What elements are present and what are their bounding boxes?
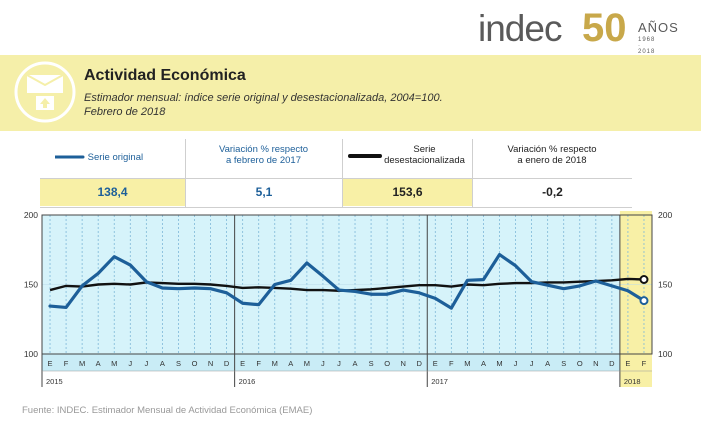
x-tick-label: M xyxy=(79,359,85,368)
x-tick-label: J xyxy=(321,359,325,368)
x-tick-label: O xyxy=(384,359,390,368)
x-tick-label: E xyxy=(240,359,245,368)
plot-frame xyxy=(41,214,653,355)
x-tick-label: M xyxy=(464,359,470,368)
y-tick-label-left: 150 xyxy=(24,280,38,290)
x-tick-label: M xyxy=(496,359,502,368)
activity-chart: 100 100 150 150 200 200 E F M A M J J A S O N D E F M A M J J A S O… xyxy=(24,211,672,387)
var-jan-value: -0,2 xyxy=(542,185,563,199)
month-band xyxy=(42,354,652,371)
x-tick-label: N xyxy=(593,359,598,368)
var-feb-header: Variación % respecto a febrero de 2017 xyxy=(185,144,342,166)
x-tick-label: J xyxy=(144,359,148,368)
var-jan-header: Variación % respecto a enero de 2018 xyxy=(472,144,632,166)
y-tick-label-right: 200 xyxy=(658,211,672,220)
x-tick-label: A xyxy=(160,359,165,368)
x-tick-label: A xyxy=(288,359,293,368)
logo-years: 1968 · 2018 xyxy=(638,37,656,55)
stats-panel: Serie original Variación % respecto a fe… xyxy=(0,135,701,211)
source-note: Fuente: INDEC. Estimador Mensual de Acti… xyxy=(22,405,313,416)
x-tick-label: D xyxy=(224,359,230,368)
x-tick-label: M xyxy=(111,359,117,368)
stats-divider-top xyxy=(40,178,632,179)
original-value: 138,4 xyxy=(40,179,185,206)
last-point-original xyxy=(639,296,649,306)
legend-original: Serie original xyxy=(53,152,185,163)
x-tick-label: N xyxy=(208,359,213,368)
legend-deseason-label-1: Serie xyxy=(413,144,436,155)
y-tick-label-left: 100 xyxy=(24,349,38,359)
stats-sep-3 xyxy=(472,139,473,207)
x-tick-label: M xyxy=(272,359,278,368)
x-tick-label: A xyxy=(353,359,358,368)
x-tick-label: F xyxy=(642,359,647,368)
subtitle-date: Febrero de 2018 xyxy=(84,106,166,118)
x-tick-label: O xyxy=(192,359,198,368)
year-label: 2018 xyxy=(624,377,641,386)
stats-sep-1 xyxy=(185,139,186,207)
subtitle: Estimador mensual: índice serie original… xyxy=(84,92,443,104)
x-tick-label: E xyxy=(48,359,53,368)
x-tick-label: A xyxy=(96,359,101,368)
x-tick-label: D xyxy=(609,359,615,368)
x-tick-label: J xyxy=(337,359,341,368)
var-jan-label-2: a enero de 2018 xyxy=(517,155,587,166)
x-tick-label: J xyxy=(128,359,132,368)
legend-deseason-label-2: desestacionalizada xyxy=(384,155,465,166)
x-tick-label: F xyxy=(256,359,261,368)
x-tick-label: S xyxy=(369,359,374,368)
y-tick-label-right: 100 xyxy=(658,349,672,359)
legend-original-swatch xyxy=(53,155,85,159)
document-upload-icon xyxy=(14,61,76,123)
x-tick-label: M xyxy=(304,359,310,368)
var-feb-label-1: Variación % respecto xyxy=(218,144,309,155)
page-title: Actividad Económica xyxy=(84,67,246,84)
y-tick-label-left: 200 xyxy=(24,211,38,220)
series-line-original xyxy=(48,253,646,310)
var-feb-label-2: a febrero de 2017 xyxy=(225,155,301,166)
y-tick-label-right: 150 xyxy=(658,280,672,290)
legend-deseason: Serie desestacionalizada xyxy=(345,144,472,166)
logo-word: indec xyxy=(478,8,562,49)
legend-deseason-swatch xyxy=(348,154,382,158)
x-tick-label: E xyxy=(433,359,438,368)
x-tick-label: A xyxy=(481,359,486,368)
var-feb-value: 5,1 xyxy=(255,185,273,199)
logo-anos: AÑOS xyxy=(638,20,679,35)
legend-original-label: Serie original xyxy=(87,152,144,163)
deseason-value: 153,6 xyxy=(343,179,472,206)
x-tick-label: J xyxy=(514,359,518,368)
x-tick-label: J xyxy=(530,359,534,368)
logo-fifty: 50 xyxy=(582,6,627,50)
x-tick-label: E xyxy=(625,359,630,368)
x-tick-label: N xyxy=(400,359,405,368)
x-tick-label: F xyxy=(449,359,454,368)
title-banner: Actividad Económica Estimador mensual: í… xyxy=(0,55,701,131)
year-label: 2017 xyxy=(431,377,448,386)
x-tick-label: A xyxy=(545,359,550,368)
x-tick-label: F xyxy=(64,359,69,368)
year-label: 2015 xyxy=(46,377,63,386)
last-point-deseasonalized xyxy=(639,274,649,284)
x-tick-label: S xyxy=(561,359,566,368)
x-tick-label: D xyxy=(417,359,423,368)
year-label: 2016 xyxy=(239,377,256,386)
x-tick-label: O xyxy=(577,359,583,368)
x-tick-label: S xyxy=(176,359,181,368)
stats-divider-bottom xyxy=(40,207,632,208)
stats-sep-2 xyxy=(342,139,343,207)
var-jan-label-1: Variación % respecto xyxy=(507,144,597,155)
